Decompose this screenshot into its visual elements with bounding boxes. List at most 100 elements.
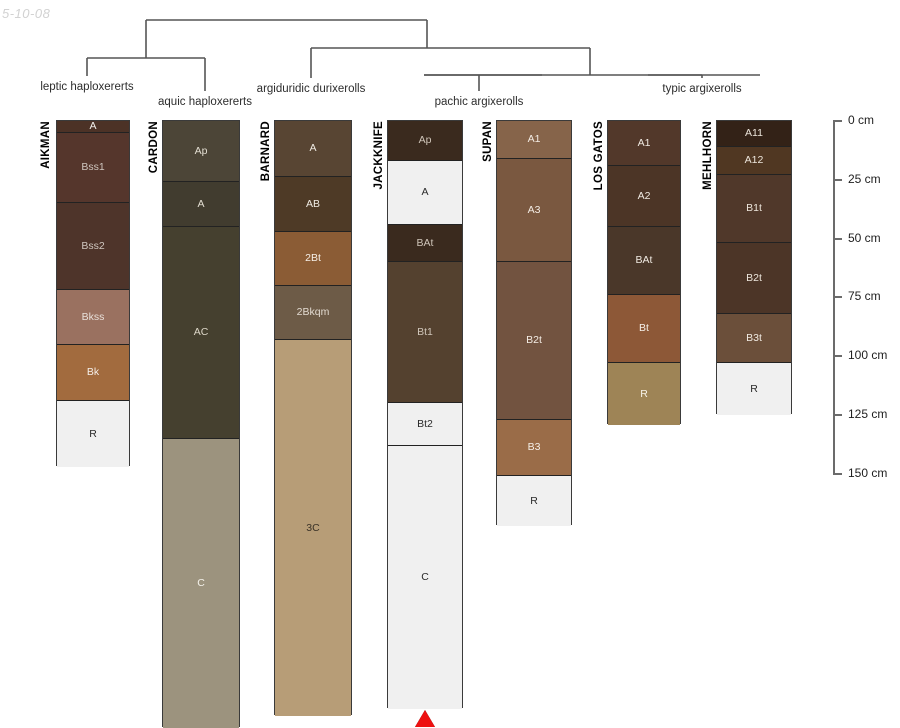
- horizon[interactable]: Ap: [388, 121, 462, 161]
- horizon[interactable]: B3: [497, 419, 571, 477]
- horizon[interactable]: Bt1: [388, 262, 462, 404]
- horizon-label: A12: [744, 154, 764, 167]
- horizon[interactable]: Bkss: [57, 290, 129, 345]
- horizon[interactable]: B1t: [717, 175, 791, 244]
- horizon-label: C: [197, 577, 205, 590]
- axis-tick: [833, 472, 842, 475]
- axis-tick: [833, 120, 842, 122]
- horizon-label: Bk: [86, 366, 100, 379]
- profile-column-aikman[interactable]: A Bss1 Bss2 Bkss Bk R: [56, 120, 130, 467]
- selected-profile-marker-triangle-icon: [415, 710, 435, 728]
- horizon-label: 2Bkqm: [296, 306, 330, 318]
- horizon-label: Bt: [639, 322, 649, 335]
- horizon-label: AC: [193, 326, 209, 338]
- horizon-label: Bkss: [81, 310, 105, 323]
- horizon[interactable]: B2t: [497, 262, 571, 420]
- profile-name-aikman: AIKMAN: [40, 121, 52, 169]
- horizon[interactable]: Bk: [57, 344, 129, 401]
- horizon[interactable]: A3: [497, 158, 571, 263]
- horizon[interactable]: AC: [163, 226, 239, 439]
- horizon-label: R: [530, 494, 538, 507]
- horizon-label: Ap: [194, 144, 208, 157]
- profile-column-los-gatos[interactable]: A1 A2 BAt Bt R: [607, 120, 681, 425]
- horizon-label: A1: [527, 133, 541, 146]
- horizon-label: A3: [527, 203, 541, 216]
- profile-name-jackknife: JACKKNIFE: [373, 121, 385, 190]
- dendrogram-leaf-label-0: leptic haploxererts: [40, 81, 134, 93]
- horizon[interactable]: A11: [717, 121, 791, 147]
- horizon-label: Bss2: [81, 240, 105, 253]
- horizon-label: R: [89, 427, 97, 440]
- horizon[interactable]: Bss2: [57, 203, 129, 291]
- horizon[interactable]: R: [608, 363, 680, 425]
- profile-column-mehlhorn[interactable]: A11 A12 B1t B2t B3t R: [716, 120, 792, 416]
- horizon-label: R: [750, 382, 758, 395]
- horizon[interactable]: 2Bt: [275, 231, 351, 286]
- horizon-label: B1t: [746, 202, 762, 215]
- horizon[interactable]: R: [717, 363, 791, 416]
- horizon[interactable]: A: [275, 121, 351, 178]
- axis-tick-label: 100 cm: [848, 348, 888, 363]
- axis-tick: [833, 178, 842, 181]
- horizon[interactable]: A: [388, 161, 462, 225]
- axis-tick-label: 50 cm: [848, 230, 881, 245]
- horizon[interactable]: Bt2: [388, 403, 462, 446]
- axis-tick-label: 150 cm: [848, 465, 888, 480]
- dendrogram-leaf-label-2: argiduridic durixerolls: [256, 83, 366, 95]
- profile-column-supan[interactable]: A1 A3 B2t B3 R: [496, 120, 572, 526]
- horizon-label: A: [421, 186, 429, 198]
- horizon-label: R: [640, 387, 648, 400]
- horizon[interactable]: A: [57, 121, 129, 133]
- profile-name-los-gatos: LOS GATOS: [593, 121, 605, 191]
- horizon-label: B2t: [746, 271, 762, 284]
- horizon[interactable]: Ap: [163, 121, 239, 183]
- horizon[interactable]: B2t: [717, 243, 791, 314]
- axis-tick-label: 0 cm: [848, 113, 875, 127]
- profile-column-jackknife[interactable]: Ap A BAt Bt1 Bt2 C: [387, 120, 463, 710]
- horizon-label: 3C: [306, 521, 320, 534]
- horizon[interactable]: A2: [608, 165, 680, 227]
- horizon[interactable]: C: [388, 445, 462, 710]
- horizon[interactable]: A1: [497, 121, 571, 159]
- profile-name-cardon: CARDON: [148, 121, 160, 174]
- axis-tick: [833, 355, 842, 358]
- horizon[interactable]: 2Bkqm: [275, 285, 351, 340]
- horizon-label: A: [89, 121, 97, 133]
- axis-tick: [833, 237, 842, 240]
- axis-tick-label: 125 cm: [848, 407, 888, 422]
- horizon-label: Bss1: [81, 161, 105, 174]
- horizon-label: BAt: [635, 254, 653, 267]
- horizon[interactable]: Bt: [608, 295, 680, 364]
- profile-name-mehlhorn: MEHLHORN: [702, 121, 714, 190]
- horizon[interactable]: A: [163, 182, 239, 227]
- date-watermark: 5-10-08: [2, 6, 51, 21]
- horizon-label: A2: [637, 189, 651, 202]
- horizon[interactable]: R: [497, 476, 571, 526]
- dendrogram-leaf-label-4: typic argixerolls: [662, 83, 742, 95]
- horizon[interactable]: BAt: [608, 226, 680, 296]
- profile-name-supan: SUPAN: [482, 121, 494, 162]
- horizon[interactable]: Bss1: [57, 132, 129, 204]
- horizon[interactable]: BAt: [388, 224, 462, 263]
- depth-axis: 0 cm 25 cm 50 cm 75 cm 100 cm 125 cm 150 cm: [833, 113, 897, 480]
- profile-column-barnard[interactable]: A AB 2Bt 2Bkqm 3C: [274, 120, 352, 717]
- horizon[interactable]: C: [163, 438, 239, 728]
- horizon[interactable]: AB: [275, 177, 351, 232]
- horizon-label: B3: [527, 441, 541, 454]
- horizon-label: A: [197, 197, 205, 210]
- horizon[interactable]: B3t: [717, 313, 791, 364]
- horizon-label: A: [309, 142, 317, 155]
- horizon-label: Bt2: [417, 417, 433, 430]
- profile-column-cardon[interactable]: Ap A AC C: [162, 120, 240, 728]
- horizon-label: A11: [745, 127, 763, 140]
- horizon[interactable]: A12: [717, 146, 791, 176]
- axis-tick-label: 25 cm: [848, 171, 881, 186]
- horizon[interactable]: A1: [608, 121, 680, 166]
- horizon-label: C: [421, 571, 429, 584]
- horizon-label: Bt1: [417, 326, 433, 338]
- soil-profile-figure: 5-10-08 leptic haploxererts aquic haploxe…: [2, 6, 897, 728]
- horizon[interactable]: R: [57, 401, 129, 467]
- taxonomy-dendrogram: [86, 19, 760, 91]
- horizon[interactable]: 3C: [275, 339, 351, 717]
- horizon-label: A1: [637, 136, 651, 149]
